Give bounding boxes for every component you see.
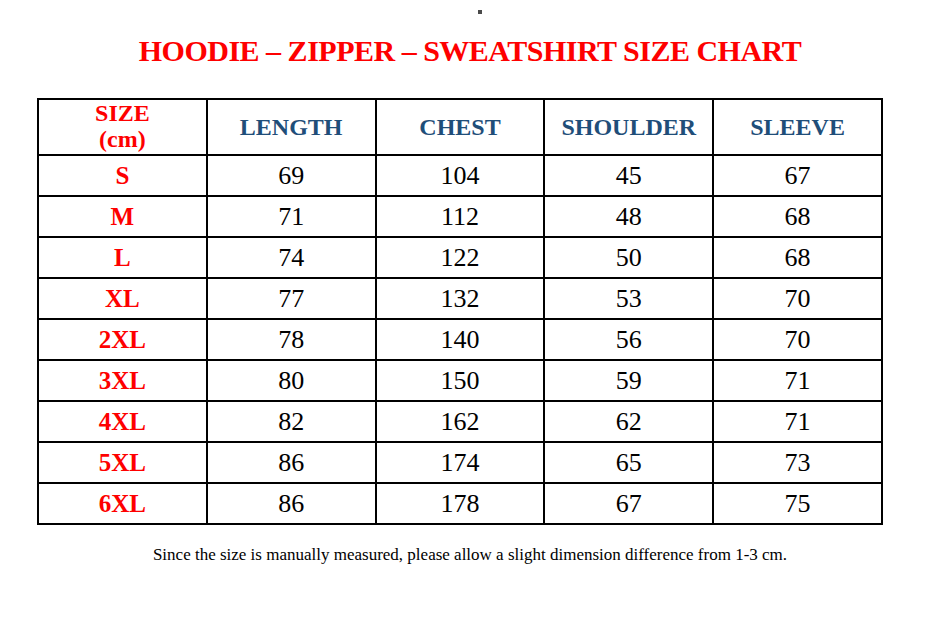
value-cell: 45 — [544, 155, 713, 196]
value-cell: 70 — [713, 278, 882, 319]
value-cell: 71 — [713, 360, 882, 401]
size-cell: M — [38, 196, 207, 237]
value-cell: 71 — [713, 401, 882, 442]
value-cell: 132 — [376, 278, 545, 319]
table-row: 6XL861786775 — [38, 483, 882, 524]
size-table-body: S691044567M711124868L741225068XL77132537… — [38, 155, 882, 524]
page-title: HOODIE – ZIPPER – SWEATSHIRT SIZE CHART — [0, 36, 940, 66]
value-cell: 74 — [207, 237, 376, 278]
value-cell: 50 — [544, 237, 713, 278]
value-cell: 48 — [544, 196, 713, 237]
header-size: SIZE (cm) — [38, 99, 207, 155]
value-cell: 80 — [207, 360, 376, 401]
size-cell: S — [38, 155, 207, 196]
value-cell: 67 — [713, 155, 882, 196]
header-length: LENGTH — [207, 99, 376, 155]
size-chart-table: SIZE (cm) LENGTH CHEST SHOULDER SLEEVE S… — [37, 98, 883, 525]
size-cell: L — [38, 237, 207, 278]
footer-note: Since the size is manually measured, ple… — [0, 545, 940, 565]
value-cell: 59 — [544, 360, 713, 401]
value-cell: 77 — [207, 278, 376, 319]
header-size-unit: (cm) — [39, 127, 206, 153]
value-cell: 70 — [713, 319, 882, 360]
value-cell: 104 — [376, 155, 545, 196]
table-row: 4XL821626271 — [38, 401, 882, 442]
value-cell: 162 — [376, 401, 545, 442]
value-cell: 65 — [544, 442, 713, 483]
value-cell: 122 — [376, 237, 545, 278]
value-cell: 178 — [376, 483, 545, 524]
size-cell: XL — [38, 278, 207, 319]
header-chest: CHEST — [376, 99, 545, 155]
header-size-label: SIZE — [39, 101, 206, 127]
table-row: M711124868 — [38, 196, 882, 237]
size-cell: 5XL — [38, 442, 207, 483]
table-row: L741225068 — [38, 237, 882, 278]
value-cell: 86 — [207, 483, 376, 524]
table-row: XL771325370 — [38, 278, 882, 319]
value-cell: 71 — [207, 196, 376, 237]
value-cell: 73 — [713, 442, 882, 483]
table-row: 2XL781405670 — [38, 319, 882, 360]
value-cell: 82 — [207, 401, 376, 442]
value-cell: 68 — [713, 196, 882, 237]
value-cell: 78 — [207, 319, 376, 360]
value-cell: 140 — [376, 319, 545, 360]
value-cell: 62 — [544, 401, 713, 442]
size-cell: 4XL — [38, 401, 207, 442]
value-cell: 112 — [376, 196, 545, 237]
size-cell: 3XL — [38, 360, 207, 401]
header-row: SIZE (cm) LENGTH CHEST SHOULDER SLEEVE — [38, 99, 882, 155]
size-cell: 2XL — [38, 319, 207, 360]
table-row: 3XL801505971 — [38, 360, 882, 401]
header-sleeve: SLEEVE — [713, 99, 882, 155]
value-cell: 86 — [207, 442, 376, 483]
table-row: S691044567 — [38, 155, 882, 196]
value-cell: 68 — [713, 237, 882, 278]
value-cell: 174 — [376, 442, 545, 483]
value-cell: 67 — [544, 483, 713, 524]
value-cell: 150 — [376, 360, 545, 401]
header-shoulder: SHOULDER — [544, 99, 713, 155]
value-cell: 75 — [713, 483, 882, 524]
stray-dot — [478, 10, 482, 14]
value-cell: 56 — [544, 319, 713, 360]
size-cell: 6XL — [38, 483, 207, 524]
value-cell: 53 — [544, 278, 713, 319]
table-row: 5XL861746573 — [38, 442, 882, 483]
value-cell: 69 — [207, 155, 376, 196]
